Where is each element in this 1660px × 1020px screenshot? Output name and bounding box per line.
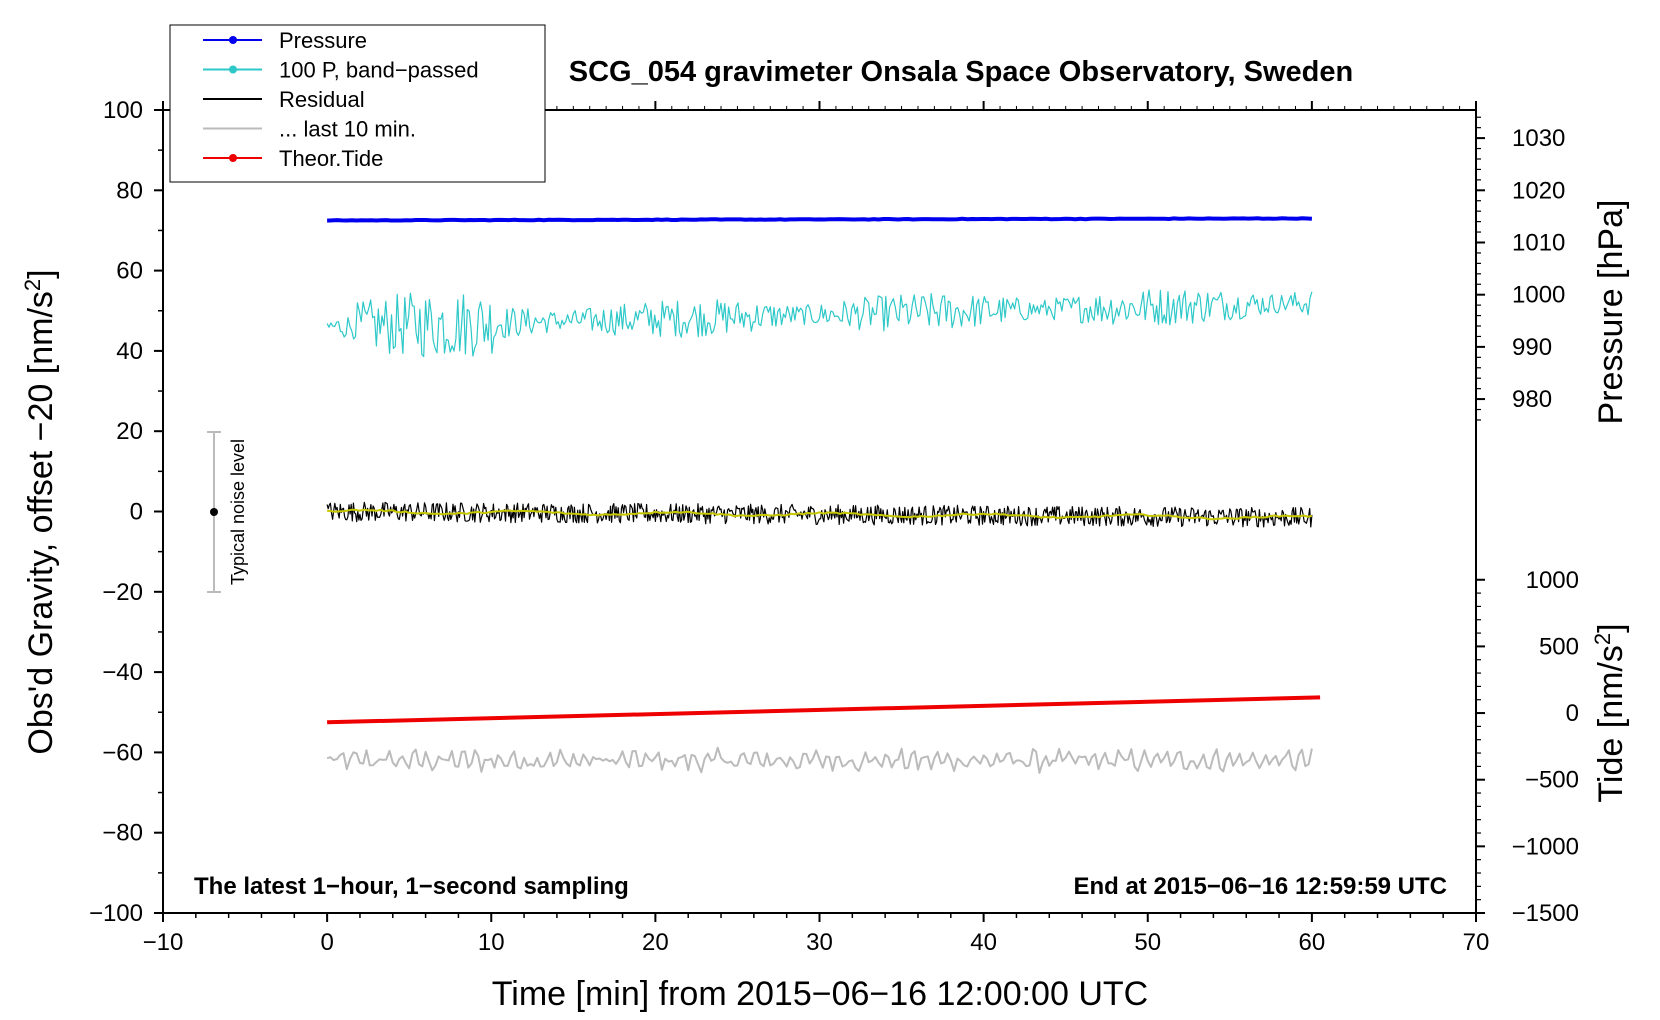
y-tide-tick-label: −500: [1525, 767, 1579, 794]
y-left-tick-label: 20: [116, 418, 143, 445]
legend-label: Pressure: [279, 28, 367, 53]
y-axis-left-label-main: Obs'd Gravity, offset −20 [nm/s: [22, 291, 60, 754]
series-band-passed-pressure: [326, 289, 1313, 358]
legend-swatch-marker: [229, 154, 237, 162]
x-tick-label: 20: [642, 929, 669, 956]
y-left-tick-label: −40: [102, 659, 143, 686]
y-pressure-tick-label: 980: [1512, 386, 1552, 413]
legend-swatch-marker: [229, 36, 237, 44]
y-axis-pressure-label: Pressure [hPa]: [1592, 200, 1630, 425]
y-left-tick-label: 0: [130, 499, 143, 526]
legend-label: Theor.Tide: [279, 146, 383, 171]
legend-label: ... last 10 min.: [279, 117, 416, 142]
y-tide-tick-label: 1000: [1526, 567, 1579, 594]
noise-center-dot: [210, 508, 218, 516]
y-left-tick-label: 80: [116, 177, 143, 204]
series-residual: [326, 501, 1313, 528]
axis-ticks: [154, 101, 1485, 922]
noise-level-label: Typical noise level: [228, 439, 248, 585]
series-last-10-min: [326, 746, 1313, 774]
y-left-tick-label: 60: [116, 258, 143, 285]
series-group: [326, 216, 1321, 774]
x-tick-label: 10: [478, 929, 505, 956]
x-tick-label: 40: [970, 929, 997, 956]
y-left-tick-label: 40: [116, 338, 143, 365]
tick-labels: −10 0 10 20 30 40 50 60 70100806040200−20−40−60−…: [89, 97, 1579, 956]
y-axis-left-label: Obs'd Gravity, offset −20 [nm/s2]: [20, 269, 60, 754]
x-tick-label: 70: [1463, 929, 1490, 956]
x-tick-label: 0: [320, 929, 333, 956]
x-tick-label: −10: [143, 929, 184, 956]
series-residual-smoothed: [327, 508, 1313, 521]
y-left-tick-label: 100: [103, 97, 143, 124]
x-tick-label: 50: [1134, 929, 1161, 956]
y-axis-left-label-end: ]: [22, 269, 60, 278]
x-axis-label: Time [min] from 2015−06−16 12:00:00 UTC: [492, 975, 1148, 1013]
y-pressure-tick-label: 990: [1512, 334, 1552, 361]
y-tide-tick-label: −1000: [1512, 833, 1579, 860]
legend-label: 100 P, band−passed: [279, 58, 479, 83]
legend-swatch-marker: [229, 65, 237, 74]
y-axis-left-label-sup: 2: [20, 279, 45, 291]
y-left-tick-label: −60: [102, 739, 143, 766]
legend: Pressure 100 P, band−passed Residual ... la…: [169, 24, 546, 183]
y-left-tick-label: −20: [102, 579, 143, 606]
y-left-tick-label: −100: [89, 900, 143, 927]
end-time-annotation: End at 2015−06−16 12:59:59 UTC: [1073, 873, 1447, 900]
y-left-tick-label: −80: [102, 820, 143, 847]
x-tick-label: 30: [806, 929, 833, 956]
legend-entries: Pressure 100 P, band−passed Residual ... la…: [203, 28, 479, 171]
chart-title: SCG_054 gravimeter Onsala Space Observat…: [569, 56, 1353, 88]
y-axis-tide-label-sup: 2: [1590, 633, 1615, 645]
series-pressure: [327, 216, 1312, 223]
y-tide-tick-label: −1500: [1512, 900, 1579, 927]
series-theoretical-tide: [327, 695, 1321, 725]
y-axis-tide-label-end: ]: [1592, 623, 1630, 632]
sampling-annotation: The latest 1−hour, 1−second sampling: [194, 873, 629, 900]
y-tide-tick-label: 0: [1566, 700, 1579, 727]
y-tide-tick-label: 500: [1539, 633, 1579, 660]
y-pressure-tick-label: 1030: [1512, 125, 1565, 152]
noise-level-indicator: Typical noise level: [207, 431, 248, 593]
y-axis-tide-label: Tide [nm/s2]: [1590, 623, 1630, 802]
y-axis-tide-label-main: Tide [nm/s: [1592, 645, 1630, 802]
y-pressure-tick-label: 1020: [1512, 177, 1565, 204]
legend-label: Residual: [279, 87, 365, 112]
y-pressure-tick-label: 1000: [1512, 282, 1565, 309]
y-pressure-tick-label: 1010: [1512, 229, 1565, 256]
x-tick-label: 60: [1299, 929, 1326, 956]
